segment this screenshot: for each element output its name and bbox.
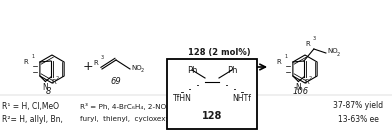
Text: N: N xyxy=(42,82,48,92)
Text: 37-87% yield: 37-87% yield xyxy=(333,101,383,111)
Text: 128 (2 mol%): 128 (2 mol%) xyxy=(188,48,250,57)
Text: 8: 8 xyxy=(45,88,51,97)
Text: R: R xyxy=(23,59,28,65)
Text: R: R xyxy=(51,80,56,86)
Text: TfHN: TfHN xyxy=(172,94,191,103)
Text: 2: 2 xyxy=(337,51,340,57)
Text: 1: 1 xyxy=(284,54,287,59)
Text: 2: 2 xyxy=(55,76,58,80)
Text: furyl,  thienyl,  cycloxexyl,  n-pentyl: furyl, thienyl, cycloxexyl, n-pentyl xyxy=(80,116,209,122)
Text: R: R xyxy=(305,41,310,47)
Text: NO: NO xyxy=(131,65,142,71)
Text: N: N xyxy=(296,82,301,92)
Text: CHCl₃,  -24°C: CHCl₃, -24°C xyxy=(191,72,247,81)
Text: 13-63% ee: 13-63% ee xyxy=(338,115,378,124)
Text: 3: 3 xyxy=(101,55,104,60)
Text: 1: 1 xyxy=(31,54,34,59)
Text: +: + xyxy=(83,61,93,74)
Text: R: R xyxy=(276,59,281,65)
Text: 2: 2 xyxy=(141,68,144,72)
Text: 128: 128 xyxy=(202,111,222,121)
Text: NHTf: NHTf xyxy=(232,94,251,103)
Text: R²= H, allyl, Bn,: R²= H, allyl, Bn, xyxy=(2,115,63,124)
Text: Ph: Ph xyxy=(187,66,197,75)
FancyBboxPatch shape xyxy=(167,59,257,129)
Text: R³ = Ph, 4-BrC₆H₄, 2-NO₂C₆H₄, 4-MeOC₆H₄,: R³ = Ph, 4-BrC₆H₄, 2-NO₂C₆H₄, 4-MeOC₆H₄, xyxy=(80,103,232,109)
Text: 2: 2 xyxy=(309,76,312,80)
Text: 3: 3 xyxy=(313,36,316,41)
Text: R¹ = H, Cl,MeO: R¹ = H, Cl,MeO xyxy=(2,101,59,111)
Text: R: R xyxy=(93,60,98,66)
Text: Ph: Ph xyxy=(227,66,237,75)
Text: 106: 106 xyxy=(293,88,309,97)
Text: 69: 69 xyxy=(111,76,122,86)
Text: NO: NO xyxy=(327,48,338,54)
Text: R: R xyxy=(304,80,309,86)
